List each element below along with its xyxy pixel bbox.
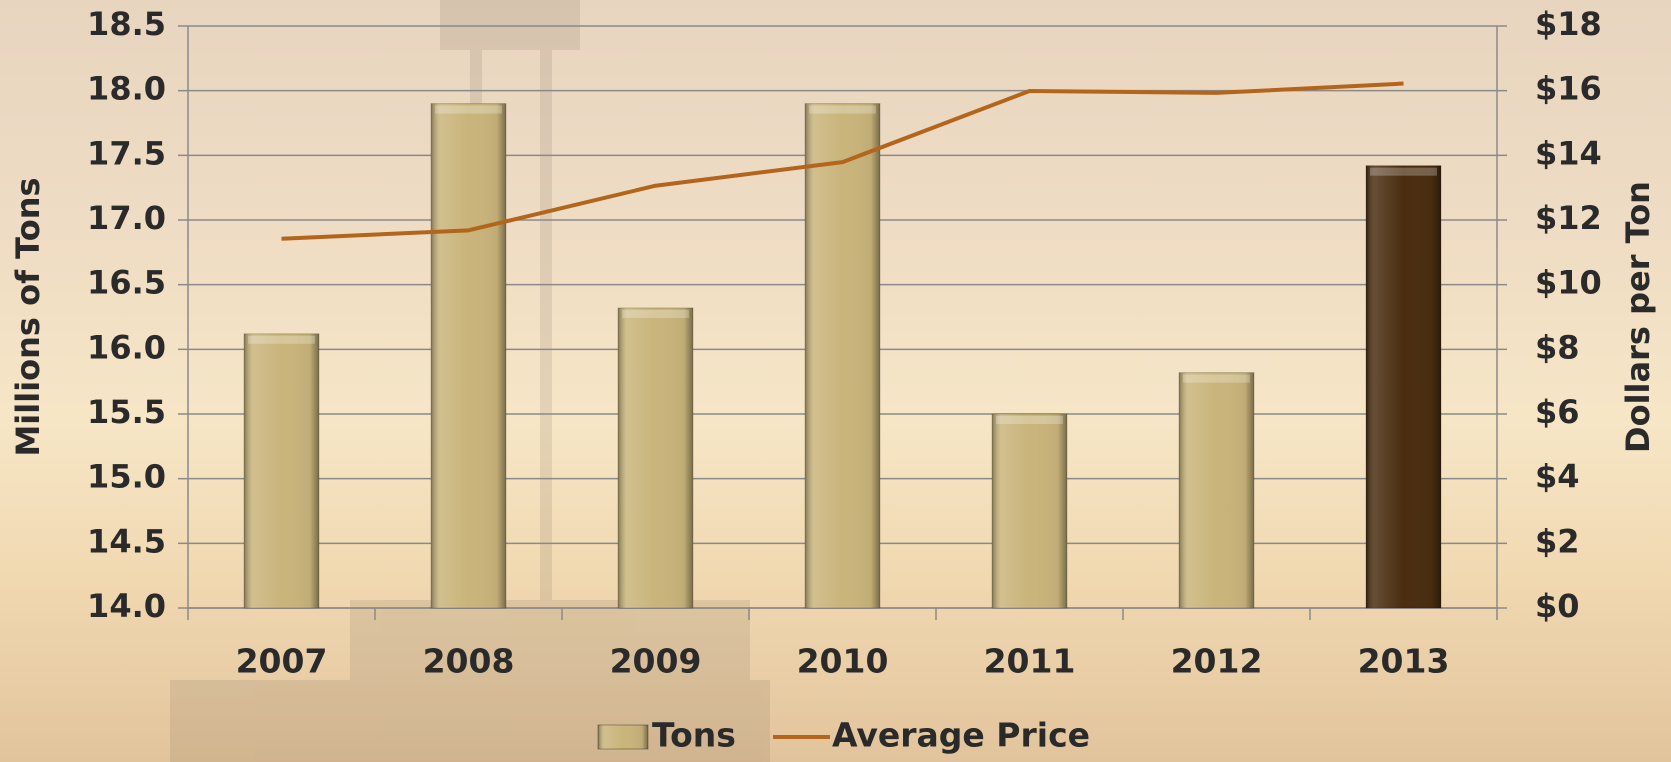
bar-top [809, 106, 876, 114]
y2-tick-label: $8 [1535, 328, 1580, 366]
y2-tick-label: $0 [1535, 587, 1580, 625]
bar-top [435, 106, 502, 114]
x-tick-label: 2009 [610, 642, 702, 681]
y-axis-title: Millions of Tons [9, 177, 47, 456]
bar-shade [244, 334, 319, 608]
bar-shade [618, 308, 693, 608]
y2-tick-label: $14 [1535, 134, 1602, 172]
x-tick-label: 2010 [797, 642, 889, 681]
y-tick-label: 16.0 [87, 328, 166, 366]
legend-label: Tons [652, 716, 736, 755]
x-tick-label: 2011 [984, 642, 1076, 681]
chart: Millions of Tons Dollars per Ton 14.0 14.… [0, 0, 1671, 762]
y-tick-label: 16.5 [87, 264, 166, 302]
y2-tick-label: $18 [1535, 5, 1602, 43]
y-tick-label: 14.5 [87, 522, 166, 560]
y2-tick-label: $2 [1535, 522, 1580, 560]
legend: Tons Average Price [598, 716, 1090, 755]
x-tick-label: 2008 [423, 642, 515, 681]
bar-top [622, 310, 689, 318]
bar-top [248, 336, 315, 344]
bar-top [1183, 375, 1250, 383]
bar-shade [1366, 166, 1441, 608]
bar-shade [992, 414, 1067, 608]
x-tick-label: 2013 [1358, 642, 1450, 681]
page: Millions of Tons Dollars per Ton 14.0 14.… [0, 0, 1671, 762]
y2-tick-label: $10 [1535, 264, 1602, 302]
y-tick-label: 15.0 [87, 458, 166, 496]
y-tick-label: 17.0 [87, 199, 166, 237]
y-tick-label: 18.0 [87, 70, 166, 108]
y2-tick-label: $12 [1535, 199, 1602, 237]
y2-tick-label: $6 [1535, 393, 1580, 431]
y2-tick-label: $16 [1535, 70, 1602, 108]
bar-shade [1179, 373, 1254, 608]
bar-top [1370, 168, 1437, 176]
y-tick-label: 17.5 [87, 134, 166, 172]
legend-swatch-shade [598, 725, 648, 749]
bar-shade [805, 104, 880, 608]
y2-axis-title: Dollars per Ton [1619, 181, 1657, 453]
y-tick-label: 15.5 [87, 393, 166, 431]
y-tick-label: 14.0 [87, 587, 166, 625]
x-tick-label: 2007 [236, 642, 328, 681]
y-tick-label: 18.5 [87, 5, 166, 43]
bar-top [996, 416, 1063, 424]
x-tick-label: 2012 [1171, 642, 1263, 681]
legend-label: Average Price [832, 716, 1090, 755]
y2-tick-label: $4 [1535, 458, 1580, 496]
bar-shade [431, 104, 506, 608]
